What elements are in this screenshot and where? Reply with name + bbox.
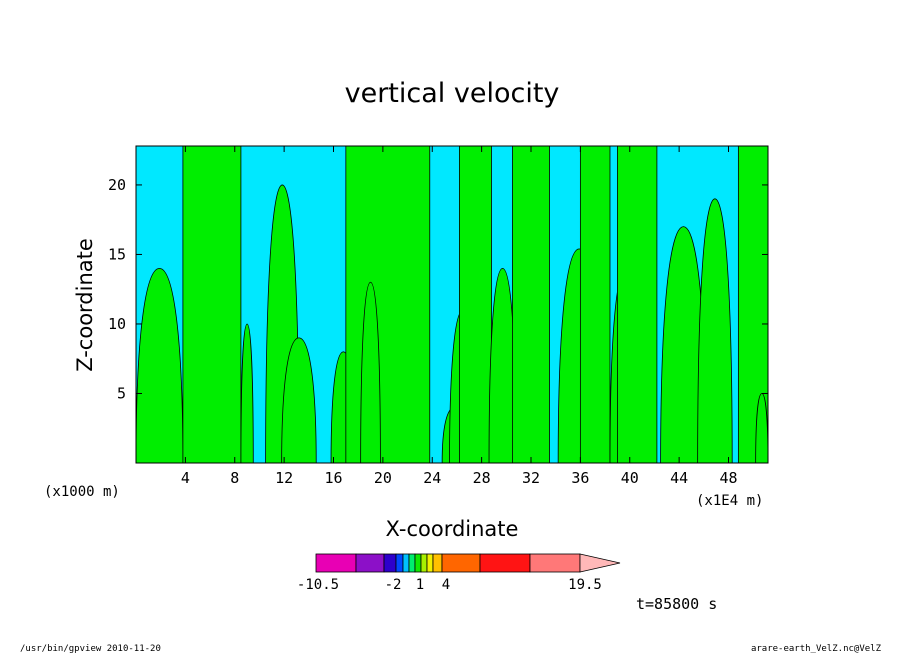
x-tick-label: 8 bbox=[230, 469, 239, 487]
footer-right: arare-earth_VelZ.nc@VelZ bbox=[751, 644, 882, 654]
colorbar-segment bbox=[383, 553, 397, 573]
positive-region bbox=[579, 145, 611, 464]
colorbar-segment bbox=[315, 553, 357, 573]
positive-region bbox=[281, 337, 317, 464]
positive-region bbox=[240, 323, 254, 464]
colorbar-segment bbox=[426, 553, 434, 573]
colorbar-arrow bbox=[579, 553, 621, 573]
chart-title: vertical velocity bbox=[345, 78, 560, 109]
colorbar-segment bbox=[479, 553, 531, 573]
colorbar-label: -2 bbox=[385, 577, 402, 593]
colorbar-label: 4 bbox=[442, 577, 450, 593]
y-tick-label: 10 bbox=[108, 315, 126, 333]
positive-region bbox=[360, 281, 381, 464]
x-axis-ticks: 4 8 12 16 20 24 28 32 36 40 44 48 bbox=[181, 146, 738, 487]
y-axis-ticks: 5 10 15 20 bbox=[108, 176, 768, 402]
time-label: t=85800 s bbox=[636, 595, 717, 613]
positive-region bbox=[345, 145, 431, 464]
colorbar-segment bbox=[432, 553, 443, 573]
y-tick-label: 15 bbox=[108, 245, 126, 263]
positive-region bbox=[135, 267, 184, 464]
colorbar-segment bbox=[395, 553, 404, 573]
y-axis-label: Z-coordinate bbox=[73, 238, 97, 372]
positive-region bbox=[697, 198, 733, 464]
x-tick-label: 48 bbox=[719, 469, 737, 487]
x-tick-label: 24 bbox=[423, 469, 441, 487]
x-tick-label: 4 bbox=[181, 469, 190, 487]
contour-regions bbox=[135, 145, 769, 464]
colorbar-label: 19.5 bbox=[568, 577, 602, 593]
colorbar-segment bbox=[402, 553, 410, 573]
x-tick-label: 28 bbox=[473, 469, 491, 487]
colorbar: -10.5 -2 1 4 19.5 bbox=[297, 553, 621, 593]
x-unit-right: (x1E4 m) bbox=[696, 493, 763, 509]
positive-region bbox=[182, 145, 242, 464]
colorbar-label: -10.5 bbox=[297, 577, 339, 593]
positive-region bbox=[512, 145, 550, 464]
x-tick-label: 40 bbox=[621, 469, 639, 487]
colorbar-segment bbox=[441, 553, 481, 573]
colorbar-segment bbox=[529, 553, 581, 573]
x-tick-label: 12 bbox=[275, 469, 293, 487]
colorbar-segment bbox=[408, 553, 416, 573]
x-tick-label: 32 bbox=[522, 469, 540, 487]
colorbar-segment bbox=[420, 553, 428, 573]
x-tick-label: 16 bbox=[324, 469, 342, 487]
x-tick-label: 20 bbox=[374, 469, 392, 487]
colorbar-label: 1 bbox=[416, 577, 424, 593]
colorbar-segment bbox=[355, 553, 385, 573]
y-tick-label: 20 bbox=[108, 176, 126, 194]
x-unit-left: (x1000 m) bbox=[44, 484, 120, 500]
footer-left: /usr/bin/gpview 2010-11-20 bbox=[20, 644, 161, 654]
plot-frame bbox=[135, 145, 769, 464]
x-axis-label: X-coordinate bbox=[386, 517, 519, 541]
y-tick-label: 5 bbox=[117, 384, 126, 402]
x-tick-label: 36 bbox=[571, 469, 589, 487]
positive-region bbox=[617, 145, 658, 464]
colorbar-segment bbox=[414, 553, 422, 573]
x-tick-label: 44 bbox=[670, 469, 688, 487]
positive-region bbox=[459, 145, 492, 464]
